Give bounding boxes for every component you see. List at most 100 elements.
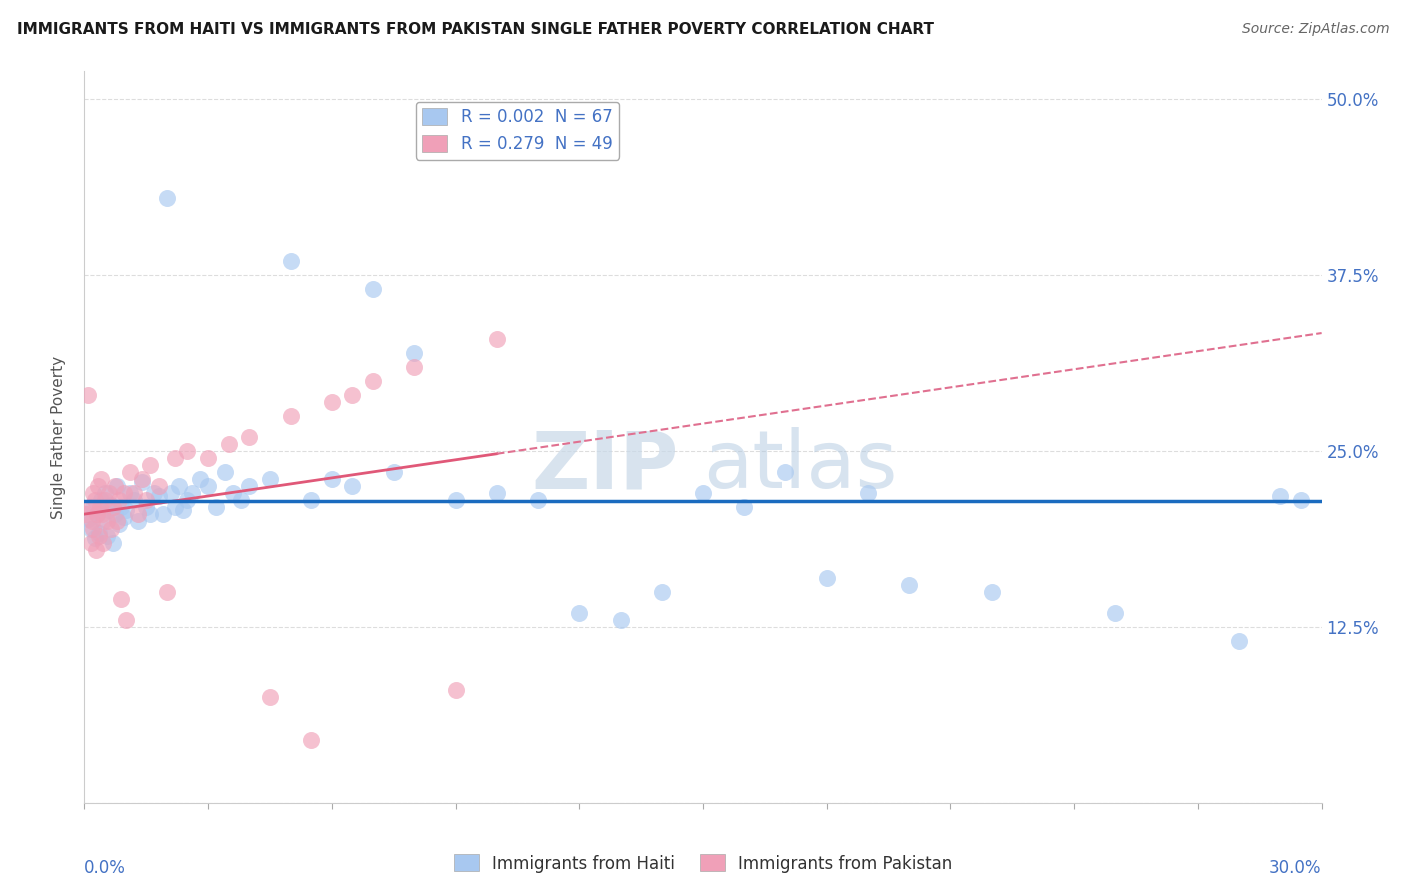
Point: [176, 444, 198, 458]
Point: [91, 515, 114, 529]
Point: [404, 359, 426, 374]
Point: [218, 437, 240, 451]
Point: [118, 465, 141, 479]
Point: [108, 493, 131, 508]
Point: [205, 500, 228, 515]
Point: [444, 683, 467, 698]
Point: [104, 479, 127, 493]
Point: [94, 493, 117, 508]
Point: [75, 508, 97, 522]
Point: [82, 486, 104, 500]
Point: [222, 486, 245, 500]
Point: [96, 515, 118, 529]
Point: [156, 584, 179, 599]
Point: [77, 388, 100, 402]
Point: [143, 486, 166, 500]
Point: [1289, 493, 1312, 508]
Point: [114, 503, 136, 517]
Point: [229, 493, 252, 508]
Point: [90, 493, 112, 508]
Point: [86, 479, 108, 493]
Point: [259, 690, 281, 705]
Point: [167, 479, 190, 493]
Point: [342, 388, 364, 402]
Point: [444, 493, 467, 508]
Point: [238, 430, 260, 444]
Point: [139, 508, 162, 522]
Point: [110, 500, 132, 515]
Point: [197, 451, 219, 466]
Point: [82, 521, 104, 535]
Point: [112, 486, 135, 500]
Point: [139, 458, 162, 473]
Point: [404, 345, 426, 359]
Point: [127, 508, 149, 522]
Point: [1227, 634, 1250, 648]
Text: IMMIGRANTS FROM HAITI VS IMMIGRANTS FROM PAKISTAN SINGLE FATHER POVERTY CORRELAT: IMMIGRANTS FROM HAITI VS IMMIGRANTS FROM…: [17, 22, 934, 37]
Point: [188, 472, 211, 486]
Text: 30.0%: 30.0%: [1270, 859, 1322, 877]
Point: [172, 503, 194, 517]
Point: [110, 591, 132, 606]
Point: [122, 493, 145, 508]
Point: [79, 521, 101, 535]
Point: [815, 571, 838, 585]
Point: [485, 332, 508, 346]
Point: [91, 535, 114, 549]
Point: [77, 511, 100, 525]
Point: [135, 500, 157, 515]
Point: [280, 409, 302, 423]
Point: [79, 500, 101, 515]
Y-axis label: Single Father Poverty: Single Father Poverty: [51, 356, 66, 518]
Point: [98, 503, 121, 517]
Point: [79, 535, 101, 549]
Point: [342, 479, 364, 493]
Point: [80, 515, 103, 529]
Text: ZIP: ZIP: [531, 427, 678, 506]
Point: [103, 535, 125, 549]
Text: 0.0%: 0.0%: [84, 859, 127, 877]
Point: [160, 486, 183, 500]
Point: [856, 486, 879, 500]
Point: [180, 486, 202, 500]
Legend: Immigrants from Haiti, Immigrants from Pakistan: Immigrants from Haiti, Immigrants from P…: [447, 847, 959, 880]
Point: [86, 508, 108, 522]
Point: [898, 578, 921, 592]
Point: [122, 486, 145, 500]
Point: [485, 486, 508, 500]
Point: [105, 515, 128, 529]
Point: [1270, 489, 1292, 503]
Point: [98, 486, 121, 500]
Point: [84, 542, 107, 557]
Point: [87, 528, 110, 542]
Point: [135, 493, 157, 508]
Point: [89, 500, 111, 515]
Point: [361, 374, 384, 388]
Point: [114, 613, 136, 627]
Point: [148, 489, 170, 503]
Point: [105, 479, 128, 493]
Point: [361, 282, 384, 296]
Point: [96, 528, 118, 542]
Point: [321, 472, 343, 486]
Point: [90, 472, 112, 486]
Point: [82, 500, 104, 515]
Point: [280, 254, 302, 268]
Point: [103, 500, 125, 515]
Point: [692, 486, 714, 500]
Text: atlas: atlas: [703, 427, 897, 506]
Point: [108, 517, 131, 532]
Point: [214, 465, 236, 479]
Point: [197, 479, 219, 493]
Point: [131, 475, 153, 489]
Point: [568, 606, 591, 620]
Point: [176, 493, 198, 508]
Point: [651, 584, 673, 599]
Point: [100, 521, 122, 535]
Point: [152, 508, 174, 522]
Point: [104, 508, 127, 522]
Point: [94, 486, 117, 500]
Point: [1104, 606, 1126, 620]
Text: Source: ZipAtlas.com: Source: ZipAtlas.com: [1241, 22, 1389, 37]
Point: [156, 191, 179, 205]
